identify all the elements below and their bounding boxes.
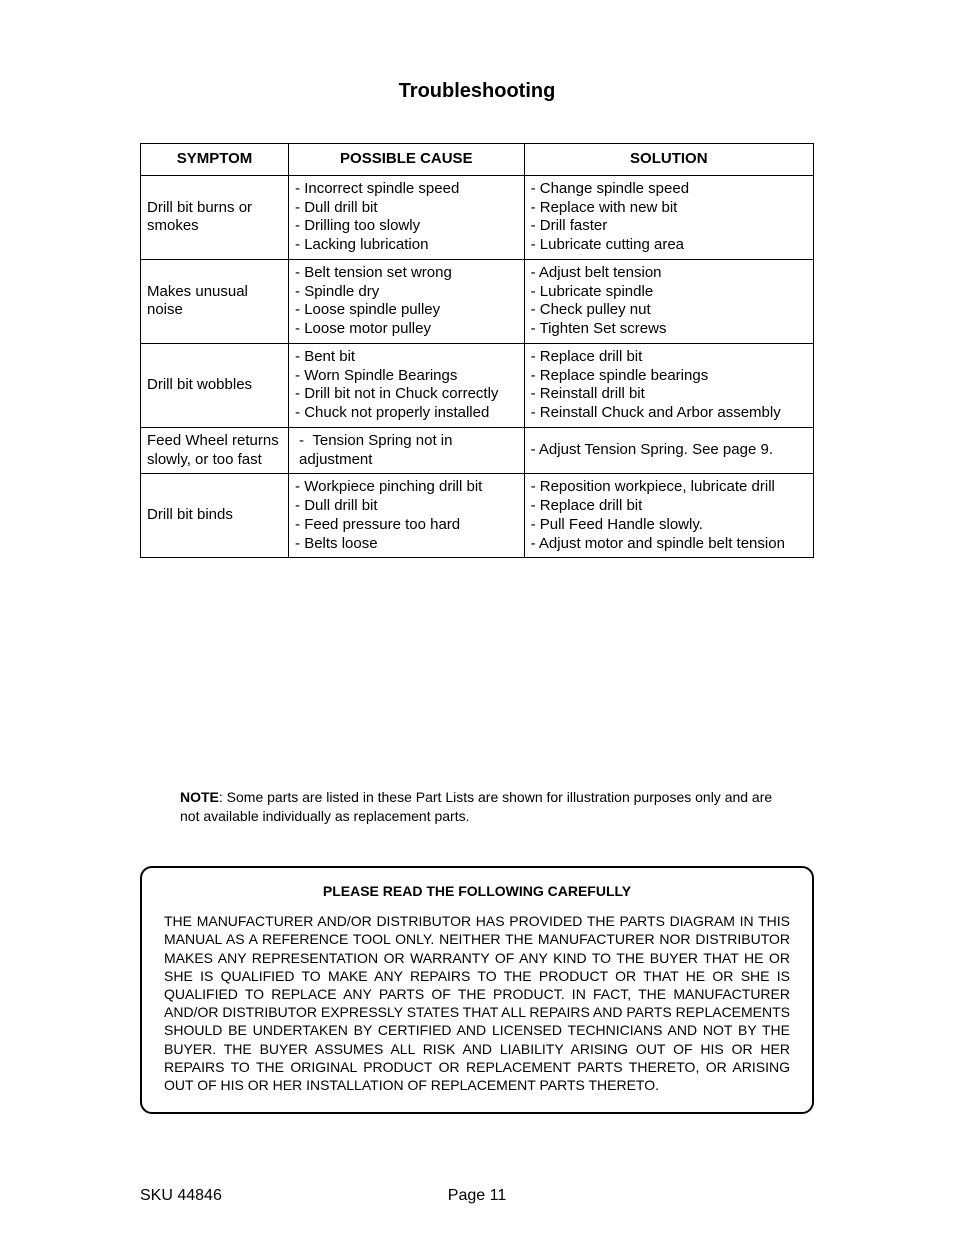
solution-line: - Replace drill bit [531, 348, 807, 367]
cause-line: - Feed pressure too hard [295, 516, 518, 535]
solution-line: - Pull Feed Handle slowly. [531, 516, 807, 535]
solution-line: - Reinstall drill bit [531, 385, 807, 404]
cell-solution: - Reposition workpiece, lubricate drill-… [524, 474, 813, 558]
cause-line: - Spindle dry [295, 283, 518, 302]
solution-line: - Replace spindle bearings [531, 367, 807, 386]
cause-line: - Bent bit [295, 348, 518, 367]
cause-line: - Workpiece pinching drill bit [295, 478, 518, 497]
solution-line: - Tighten Set screws [531, 320, 807, 339]
header-solution: SOLUTION [524, 144, 813, 176]
cause-line: - Incorrect spindle speed [295, 180, 518, 199]
cause-line: - Drill bit not in Chuck correctly [295, 385, 518, 404]
solution-line: - Lubricate cutting area [531, 236, 807, 255]
cause-line: - Loose motor pulley [295, 320, 518, 339]
table-body: Drill bit burns or smokes- Incorrect spi… [141, 175, 814, 558]
solution-line: - Drill faster [531, 217, 807, 236]
footer-page: Page 11 [448, 1187, 506, 1205]
cause-line: - Loose spindle pulley [295, 301, 518, 320]
note-text: : Some parts are listed in these Part Li… [180, 789, 772, 824]
cell-solution: - Change spindle speed- Replace with new… [524, 175, 813, 259]
table-row: Drill bit binds- Workpiece pinching dril… [141, 474, 814, 558]
cause-line: - Dull drill bit [295, 199, 518, 218]
cell-cause: - Belt tension set wrong- Spindle dry- L… [289, 259, 525, 343]
table-row: Drill bit burns or smokes- Incorrect spi… [141, 175, 814, 259]
solution-line: - Replace with new bit [531, 199, 807, 218]
cell-symptom: Makes unusual noise [141, 259, 289, 343]
cause-line: - Belt tension set wrong [295, 264, 518, 283]
cause-line: - Worn Spindle Bearings [295, 367, 518, 386]
note-label: NOTE [180, 789, 219, 805]
troubleshooting-table: SYMPTOM POSSIBLE CAUSE SOLUTION Drill bi… [140, 143, 814, 558]
cell-symptom: Drill bit burns or smokes [141, 175, 289, 259]
cell-solution: - Adjust Tension Spring. See page 9. [524, 427, 813, 474]
solution-line: - Reinstall Chuck and Arbor assembly [531, 404, 807, 423]
solution-line: - Check pulley nut [531, 301, 807, 320]
solution-line: - Reposition workpiece, lubricate drill [531, 478, 807, 497]
footer-spacer [810, 1187, 814, 1205]
cause-line: - Belts loose [295, 535, 518, 554]
header-cause: POSSIBLE CAUSE [289, 144, 525, 176]
table-row: Drill bit wobbles- Bent bit- Worn Spindl… [141, 343, 814, 427]
solution-line: - Adjust belt tension [531, 264, 807, 283]
solution-line: - Adjust Tension Spring. See page 9. [531, 441, 807, 460]
cell-solution: - Replace drill bit- Replace spindle bea… [524, 343, 813, 427]
solution-line: - Adjust motor and spindle belt tension [531, 535, 807, 554]
solution-line: - Change spindle speed [531, 180, 807, 199]
cell-cause: - Incorrect spindle speed- Dull drill bi… [289, 175, 525, 259]
table-header-row: SYMPTOM POSSIBLE CAUSE SOLUTION [141, 144, 814, 176]
cause-line: - Tension Spring not in adjustment [299, 432, 518, 470]
page-footer: SKU 44846 Page 11 [140, 1187, 814, 1205]
solution-line: - Replace drill bit [531, 497, 807, 516]
page-title: Troubleshooting [140, 80, 814, 103]
warning-heading: PLEASE READ THE FOLLOWING CAREFULLY [164, 882, 790, 900]
footer-sku: SKU 44846 [140, 1187, 222, 1205]
cell-cause: - Tension Spring not in adjustment [289, 427, 525, 474]
page-container: Troubleshooting SYMPTOM POSSIBLE CAUSE S… [0, 0, 954, 1235]
cell-cause: - Workpiece pinching drill bit- Dull dri… [289, 474, 525, 558]
cell-symptom: Drill bit binds [141, 474, 289, 558]
cause-line: - Dull drill bit [295, 497, 518, 516]
cause-line: - Chuck not properly installed [295, 404, 518, 423]
cause-line: - Lacking lubrication [295, 236, 518, 255]
cell-solution: - Adjust belt tension- Lubricate spindle… [524, 259, 813, 343]
cell-symptom: Drill bit wobbles [141, 343, 289, 427]
note-block: NOTE: Some parts are listed in these Par… [140, 788, 814, 826]
warning-box: PLEASE READ THE FOLLOWING CAREFULLY THE … [140, 866, 814, 1114]
solution-line: - Lubricate spindle [531, 283, 807, 302]
table-row: Makes unusual noise- Belt tension set wr… [141, 259, 814, 343]
cell-symptom: Feed Wheel returns slowly, or too fast [141, 427, 289, 474]
table-row: Feed Wheel returns slowly, or too fast - … [141, 427, 814, 474]
header-symptom: SYMPTOM [141, 144, 289, 176]
warning-body: THE MANUFACTURER AND/OR DISTRIBUTOR HAS … [164, 912, 790, 1094]
cell-cause: - Bent bit- Worn Spindle Bearings- Drill… [289, 343, 525, 427]
cause-line: - Drilling too slowly [295, 217, 518, 236]
